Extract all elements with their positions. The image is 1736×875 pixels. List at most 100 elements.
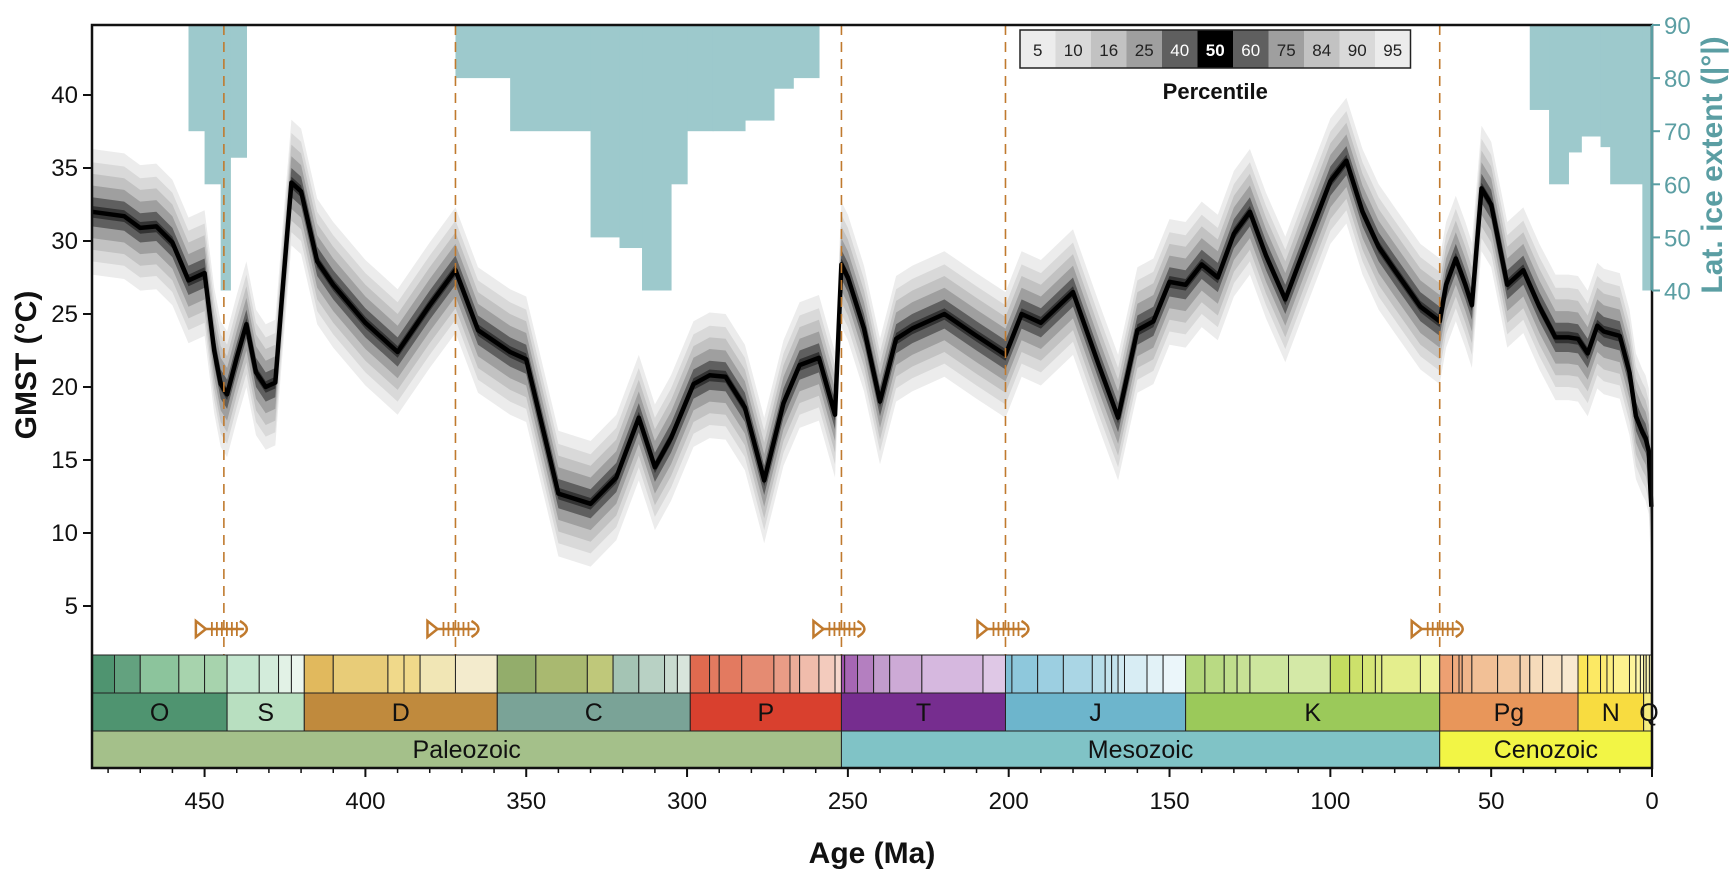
period-band [226,692,305,732]
legend-swatch [1268,30,1304,68]
legend-swatch [1375,30,1411,68]
fish-head [470,619,480,639]
x-tick-label: 450 [185,788,225,815]
epoch-band [857,654,875,694]
epoch-band [1635,654,1641,694]
y-tick-label: 30 [51,228,78,255]
fish-head [856,619,866,639]
fish-skeleton-icon [1410,618,1464,640]
epoch-band [332,654,389,694]
epoch-band [1349,654,1364,694]
period-label: P [758,699,775,727]
ice-extent-bar [1581,25,1602,137]
ice-extent-bar [793,25,820,79]
legend-box [1019,29,1412,69]
period-band [496,692,691,732]
epoch-band [1204,654,1225,694]
legend-label: 75 [1277,41,1296,60]
epoch-band [834,654,842,694]
epoch-band [1461,654,1473,694]
x-tick-label: 300 [667,788,707,815]
legend-label: 95 [1383,41,1402,60]
epoch-band [818,654,836,694]
period-band [840,692,1006,732]
y2-axis-title: Lat. ice extent (|°|) [1696,36,1729,293]
epoch-band [419,654,456,694]
period-label: D [392,699,410,727]
epoch-band [676,654,691,694]
epoch-band [638,654,666,694]
legend-label: 50 [1206,41,1225,60]
ice-extent-bar [204,25,222,185]
epoch-band [1471,654,1499,694]
fish-skeleton-icon [194,618,249,640]
epoch-band [1185,654,1206,694]
epoch-band [1288,654,1331,694]
y-axis-title: GMST (°C) [10,291,43,440]
epoch-band [1628,654,1637,694]
legend-swatch [1339,30,1375,68]
y-tick-label: 40 [51,82,78,109]
epoch-band [178,654,206,694]
period-band [1185,692,1441,732]
x-tick-label: 250 [828,788,868,815]
period-label: K [1304,699,1321,727]
era-label: Mesozoic [1088,736,1194,764]
epoch-band [1381,654,1421,694]
epoch-band [1374,654,1383,694]
legend-label: 90 [1348,41,1367,60]
ice-extent-bar [510,25,592,132]
era-band [1439,730,1653,769]
legend-swatch [1020,30,1056,68]
median-line-layer [91,158,1654,507]
y-tick-label: 5 [65,593,78,620]
epoch-band [586,654,614,694]
fish-head [1020,619,1030,639]
epoch-band [1600,654,1608,694]
period-label: J [1089,699,1102,727]
period-band [689,692,842,732]
period-label: N [1602,699,1620,727]
y2-tick-label: 90 [1664,13,1691,40]
epoch-band [709,654,720,694]
epoch-band [303,654,334,694]
epoch-band [1606,654,1614,694]
epoch-band [789,654,801,694]
fish-tail [194,618,208,640]
legend-label: 40 [1170,41,1189,60]
epoch-band [921,654,984,694]
epoch-band [496,654,537,694]
y2-tick-label: 50 [1664,225,1691,252]
legend-swatch [1091,30,1127,68]
epoch-band [1236,654,1251,694]
epoch-band [982,654,1006,694]
x-tick-label: 400 [345,788,385,815]
ice-extent-bar [1549,25,1569,185]
legend-swatch [1126,30,1162,68]
median-gmst-line [91,158,1654,507]
epoch-band [387,654,405,694]
x-tick-label: 350 [506,788,546,815]
extinction-lines [223,25,1441,655]
ice-extent-bar [687,25,714,132]
x-axis-title: Age (Ma) [809,837,936,870]
epoch-band [204,654,228,694]
epoch-band [612,654,640,694]
epoch-band [1542,654,1563,694]
fish-tail [1410,618,1424,640]
epoch-band [91,654,116,694]
era-band [840,730,1441,769]
geologic-timescale: O S D C P T J K Pg N Q Paleozoic Mesozoic Cenozoic [91,654,1659,769]
y-tick-label: 20 [51,374,78,401]
x-tick-label: 200 [989,788,1029,815]
y-tick-label: 15 [51,447,78,474]
epoch-band [1091,654,1106,694]
epoch-band [1104,654,1113,694]
epoch-band [1452,654,1460,694]
epoch-band [664,654,678,694]
era-label: Cenozoic [1494,736,1598,764]
epoch-band [114,654,141,694]
epoch-band [1146,654,1164,694]
period-label: T [916,699,931,727]
